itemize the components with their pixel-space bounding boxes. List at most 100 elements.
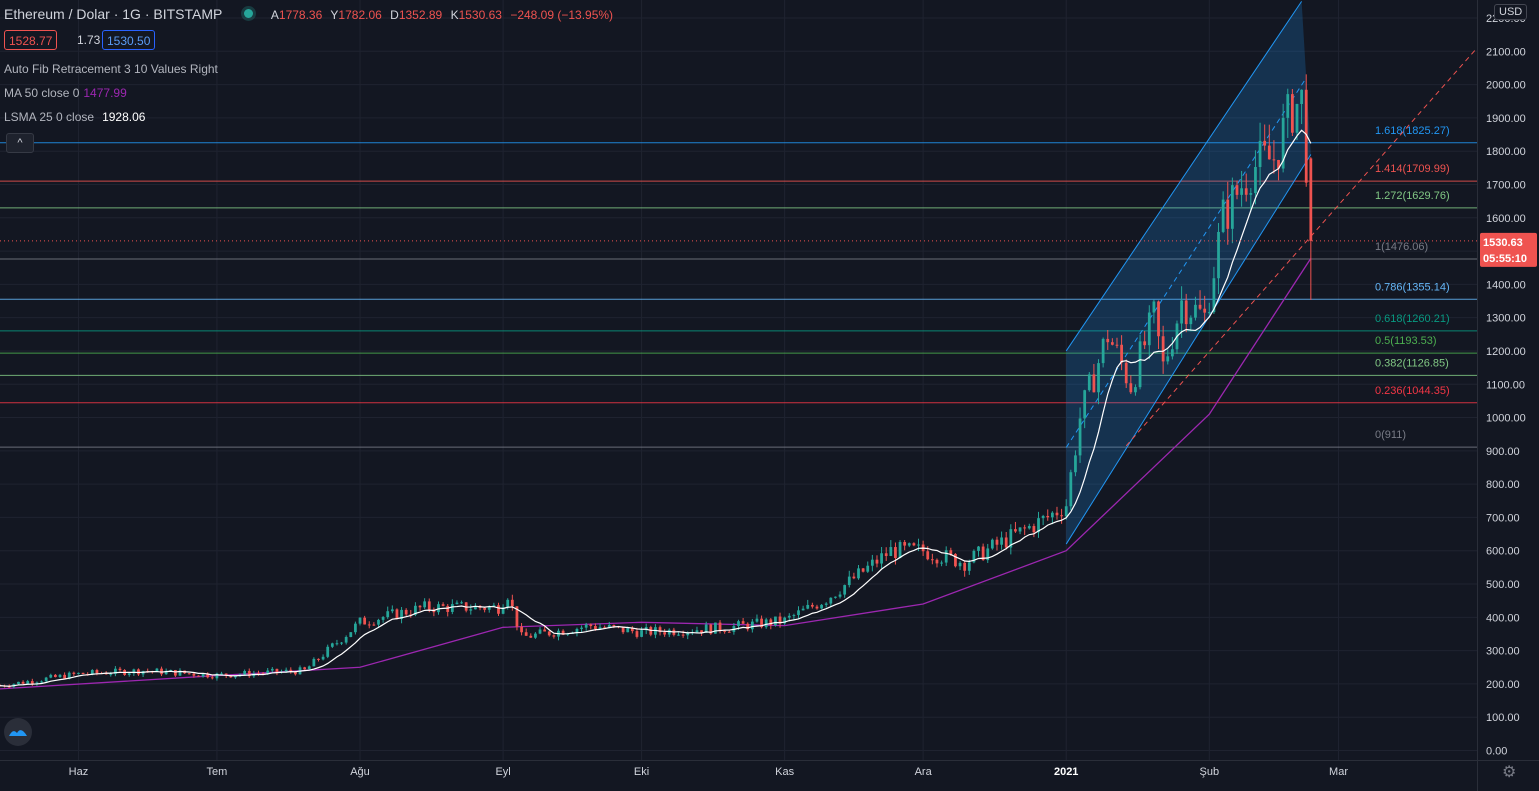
candle (764, 617, 768, 629)
candle (354, 621, 357, 635)
candle (317, 658, 320, 662)
candle (635, 627, 639, 639)
candle (884, 547, 888, 561)
candle (460, 600, 463, 604)
price-tick-label: 1000.00 (1486, 413, 1526, 425)
candle (501, 604, 505, 615)
candle (1041, 514, 1045, 526)
candle (783, 616, 787, 625)
candle (958, 561, 962, 571)
candle (160, 666, 163, 677)
candle (206, 672, 210, 679)
candle (358, 617, 362, 626)
candle (709, 623, 713, 635)
candle (977, 545, 980, 557)
candle (806, 599, 810, 610)
candle (580, 625, 583, 633)
candle (649, 625, 653, 637)
collapse-indicators-button[interactable]: ^ (6, 133, 34, 153)
fib-level-label: 0(911) (1375, 429, 1406, 441)
candle (381, 615, 385, 623)
candle (889, 540, 893, 557)
candles (0, 74, 1313, 689)
time-axis-bg (0, 760, 1539, 791)
candle (912, 542, 916, 547)
time-tick-label: Kas (775, 766, 794, 778)
candle (437, 601, 440, 615)
candle (654, 624, 657, 639)
candle (857, 565, 860, 580)
tradingview-logo-icon[interactable] (4, 718, 32, 746)
candle (1212, 266, 1216, 314)
candle (1115, 337, 1119, 349)
channel-fill (1066, 1, 1311, 545)
sell-price-button[interactable]: 1528.77 (4, 30, 58, 50)
candle (718, 620, 722, 634)
candle (280, 669, 283, 674)
candle (695, 626, 699, 633)
candle (363, 615, 367, 625)
candle (1300, 89, 1303, 125)
candle (621, 626, 625, 635)
candle (220, 671, 223, 675)
candle (247, 668, 251, 678)
candle (81, 672, 85, 675)
candle (667, 628, 671, 638)
last-candle (1309, 157, 1313, 301)
candle (1092, 363, 1096, 393)
buy-price-button[interactable]: 1530.50 (102, 30, 156, 50)
time-tick-label: Mar (1329, 766, 1348, 778)
candle (843, 584, 847, 598)
candle (1217, 223, 1220, 294)
candle (935, 558, 939, 568)
candle (1166, 349, 1170, 365)
price-tick-label: 300.00 (1486, 646, 1520, 658)
candle (861, 567, 865, 573)
fib-level-label: 0.5(1193.53) (1375, 335, 1437, 347)
candle (880, 546, 883, 569)
symbol-title[interactable]: Ethereum / Dolar · 1G · BITSTAMP (4, 6, 223, 22)
currency-button[interactable]: USD (1494, 4, 1528, 20)
candle (1189, 315, 1193, 332)
candle (377, 618, 380, 628)
candle (192, 672, 196, 678)
candle (847, 570, 851, 588)
candle (944, 546, 948, 566)
candle (1272, 140, 1276, 174)
candle (663, 628, 667, 637)
candle (49, 673, 53, 679)
indicator-lsma[interactable]: LSMA 25 0 close 1928.06 (4, 110, 146, 124)
spread-value: 1.73 (77, 33, 101, 47)
candle (755, 614, 759, 623)
candle (1110, 338, 1114, 346)
indicator-fib[interactable]: Auto Fib Retracement 3 10 Values Right (4, 62, 218, 76)
candle (215, 672, 219, 681)
candle (898, 540, 902, 559)
fib-level-label: 0.618(1260.21) (1375, 313, 1450, 325)
candle (455, 600, 459, 605)
candle (326, 644, 330, 659)
candle (963, 561, 967, 577)
candle (967, 559, 971, 575)
candle (390, 605, 394, 614)
countdown-label: 05:55:10 (1483, 253, 1527, 265)
settings-gear-icon[interactable]: ⚙ (1502, 764, 1517, 781)
candle (866, 561, 870, 573)
candle (409, 610, 413, 618)
candle (1198, 290, 1202, 311)
candle (603, 625, 607, 629)
candle (1235, 180, 1239, 200)
candle (30, 678, 34, 686)
candle (1277, 159, 1280, 181)
candle (155, 667, 159, 672)
candle (418, 605, 422, 611)
channel-lower-line (1065, 154, 1312, 545)
candle (677, 632, 680, 636)
candle (575, 627, 579, 637)
fib-level-label: 1.272(1629.76) (1375, 190, 1450, 202)
candle (520, 623, 523, 636)
candle (1023, 524, 1027, 536)
lsma-line (0, 129, 1312, 687)
indicator-ma[interactable]: MA 50 close 0 1477.99 (4, 86, 127, 100)
